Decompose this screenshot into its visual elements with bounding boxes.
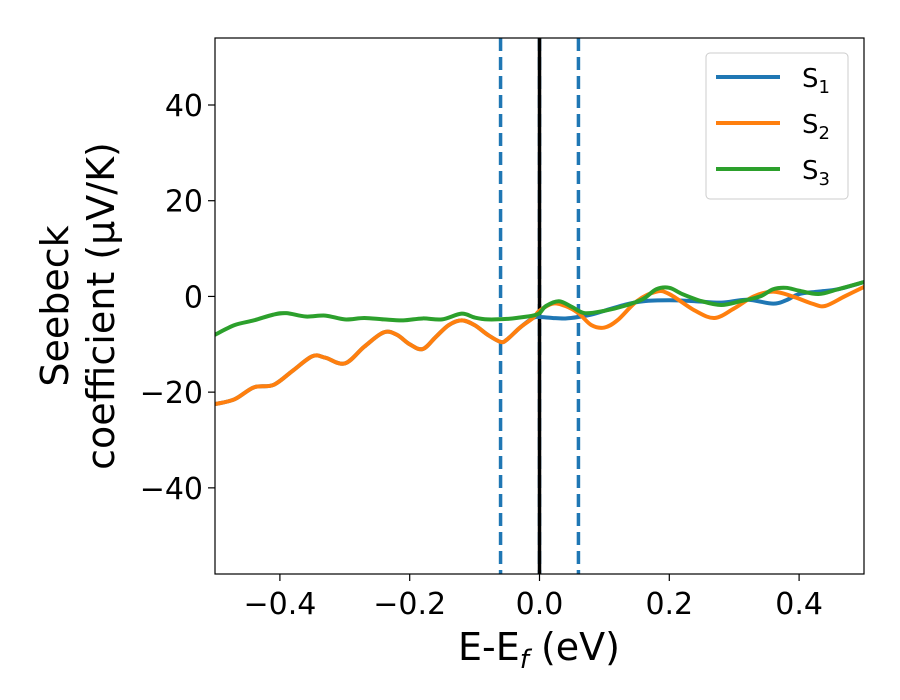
y-tick-label: 0: [184, 280, 203, 315]
x-axis-ticks: −0.4 −0.2 0.0 0.2 0.4: [243, 574, 823, 622]
y-tick-label: 20: [165, 185, 203, 220]
legend-box: [705, 52, 849, 200]
legend-label-s2: S2: [802, 110, 830, 144]
y-axis-ticks: 40 20 0 −20 −40: [140, 89, 215, 507]
series-line-s3: [215, 280, 864, 337]
legend: S1 S2 S3: [705, 52, 849, 200]
y-tick-label: −40: [140, 472, 203, 507]
legend-label-s3: S3: [802, 156, 830, 190]
legend-label-s1: S1: [802, 64, 830, 98]
x-tick-label: −0.4: [243, 587, 316, 622]
x-tick-label: 0.2: [645, 587, 693, 622]
y-tick-label: −20: [140, 376, 203, 411]
y-axis-title-line1: Seebeck: [33, 225, 77, 386]
x-tick-label: −0.2: [373, 587, 446, 622]
x-axis-title: E-Ef (eV): [458, 625, 620, 675]
vertical-lines: [498, 38, 581, 574]
series-lines: [215, 280, 864, 407]
series-line-s2: [215, 284, 864, 407]
x-tick-label: 0.0: [516, 587, 564, 622]
y-axis-title: Seebeck coefficient (μV/K): [33, 142, 123, 470]
y-tick-label: 40: [165, 89, 203, 124]
y-axis-title-line2: coefficient (μV/K): [79, 142, 123, 470]
x-tick-label: 0.4: [775, 587, 823, 622]
